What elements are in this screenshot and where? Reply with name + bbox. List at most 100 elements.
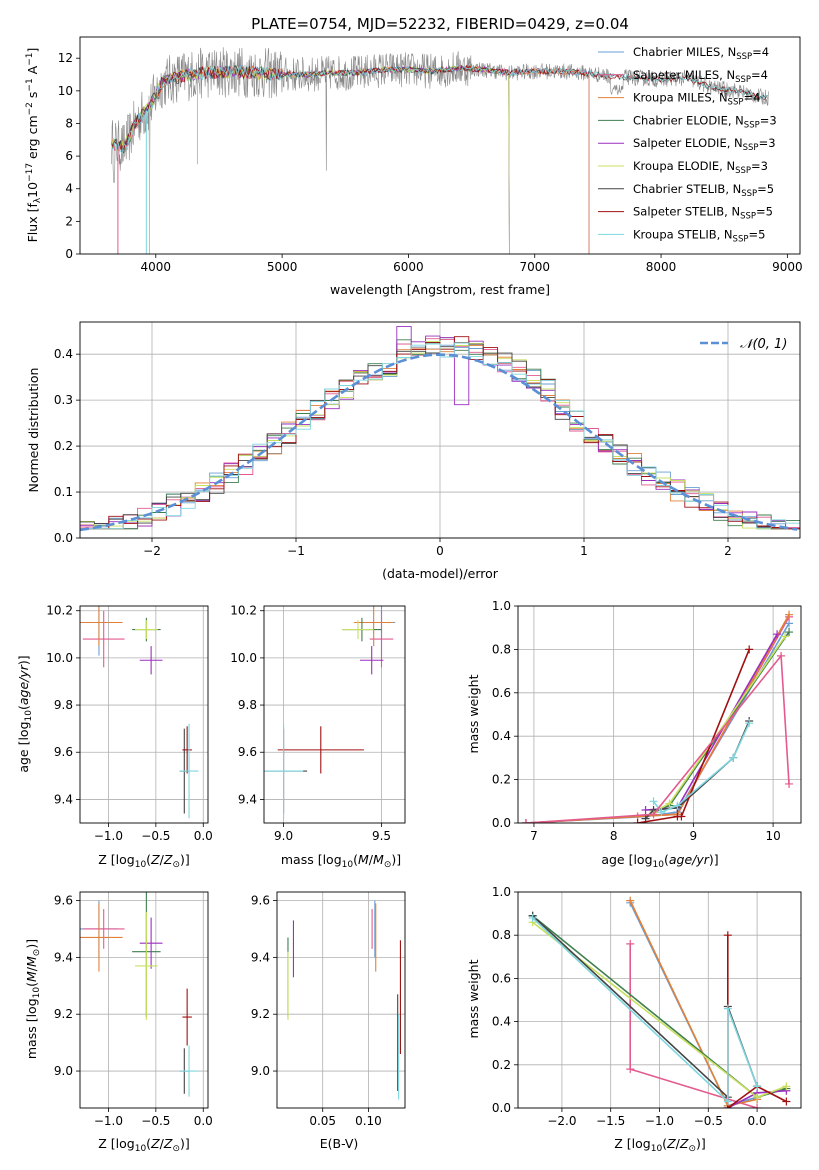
legend-label: Salpeter STELIB, NSSP=5 [633,205,773,222]
panel-Z-age: −1.0 −0.5 0.0 9.4 9.6 9.8 10.0 10.2 [46,604,213,843]
y-tick-label: 10.2 [46,604,73,618]
y-tick-label: 9.4 [251,950,270,964]
label-part: 10 [653,860,665,870]
y-tick-label: 9.6 [54,745,73,759]
series-marker [745,719,754,728]
legend-text: Salpeter STELIB, N [633,205,740,219]
model-spectrum [111,64,768,151]
x-axis-label: Z [log10(Z/Z⊙)] [614,1136,706,1154]
label-part: 10 [24,710,34,722]
label-part: age/yr [669,852,710,867]
y-tick-label: 9.4 [238,792,257,806]
label-part: / [24,966,39,971]
y-tick-label: 10 [58,84,73,98]
label-part: ( [146,1136,151,1151]
label-part: )] [391,852,401,867]
legend-text: Kroupa STELIB, N [633,227,733,241]
axes-frame [79,605,209,824]
series-marker [626,939,635,948]
plot-area [80,892,199,1097]
legend-text: Salpeter MILES, N [633,68,735,82]
model-spectrum [111,65,769,155]
label-part: age/yr [16,664,31,705]
y-tick-label: 9.2 [251,1007,270,1021]
axes-frame [79,891,209,1109]
y-tick-label: 9.8 [238,698,257,712]
series-marker [785,628,794,637]
y-tick-label: 9.4 [54,792,73,806]
label-part: Z [log [98,852,134,867]
legend-sub: SSP [735,166,751,176]
legend-sub: SSP [735,75,751,85]
series-line [645,633,778,811]
label-part: s [25,92,40,103]
y-tick-label: 0.0 [54,531,73,545]
panel-residuals: −2 −1 0 1 2 0.0 0.1 0.2 0.3 0.4 𝒩(0, 1) [54,321,801,558]
axes-frame [517,891,802,1109]
label-part: mass [log [281,852,342,867]
y-tick-label: 0.2 [492,1058,511,1072]
legend-label: Chabrier ELODIE, NSSP=3 [633,113,777,130]
y-tick-label: 0.4 [492,729,511,743]
series-marker [641,805,650,814]
label-part: Z [150,1136,160,1151]
label-part: −1 [25,53,35,66]
legend-text: Chabrier MILES, N [633,45,736,59]
series-marker [753,1082,762,1091]
x-tick-label: 0.10 [355,1114,382,1128]
y-tick-label: 1.0 [492,599,511,613]
x-tick-label: 9.0 [274,829,293,843]
label-part: ( [146,852,151,867]
series-marker [777,651,786,660]
x-tick-label: 8000 [646,260,677,274]
y-tick-label: 0.0 [492,1101,511,1115]
label-part: age [log [16,721,31,772]
series-marker [782,1097,791,1106]
y-tick-label: 9.0 [251,1064,270,1078]
series-marker [626,1065,635,1074]
series-marker [723,1004,732,1013]
legend-post: =4 [752,45,769,59]
histogram-step [80,326,800,530]
label-part: 10 [135,860,147,870]
label-part: / [160,1136,165,1151]
label-part: 10 [25,182,40,198]
y-tick-label: 9.6 [251,894,270,908]
series-marker [665,799,674,808]
plot-area [111,47,769,254]
legend-sub: SSP [736,52,752,62]
y-tick-label: 0.8 [492,642,511,656]
y-tick-label: 0.2 [54,439,73,453]
series-marker [649,810,658,819]
label-part: M [373,852,384,867]
legend-sub: SSP [728,98,744,108]
x-tick-label: −1 [287,544,305,558]
series-marker [753,1104,762,1108]
panel-Z-massweight: −2.0 −1.5 −1.0 −0.5 0.0 0.0 0.2 0.4 0.6 0.8 1.0 [492,885,802,1128]
legend-sub: SSP [743,143,759,153]
label-part: ⊙ [172,1144,180,1154]
y-tick-label: 9.2 [54,1007,73,1021]
x-tick-label: 7000 [519,260,550,274]
legend-label: Salpeter MILES, NSSP=4 [633,68,768,85]
legend-label: Kroupa MILES, NSSP=4 [633,91,760,108]
y-tick-label: 10.0 [46,651,73,665]
x-tick-label: 9 [690,829,698,843]
label-part: age [log [601,852,652,867]
series-marker [649,797,658,806]
y-tick-label: 1.0 [492,885,511,899]
model-spectrum [111,64,590,254]
axes-frame [517,605,802,824]
y-tick-label: 0.6 [492,686,511,700]
x-axis-label: wavelength [Angstrom, rest frame] [330,282,550,297]
plot-area [80,326,800,532]
panel-ebv-mass: 0.05 0.10 9.0 9.2 9.4 9.6 [251,891,406,1128]
axes-frame [79,321,801,539]
legend-post: =5 [756,205,773,219]
y-axis-label: Flux [fλ10−17 erg cm−2 s−1 A−1] [25,48,43,243]
x-tick-label: 0.0 [748,1114,767,1128]
series-marker [723,931,732,940]
series-marker [521,819,530,823]
series-marker [745,645,754,654]
